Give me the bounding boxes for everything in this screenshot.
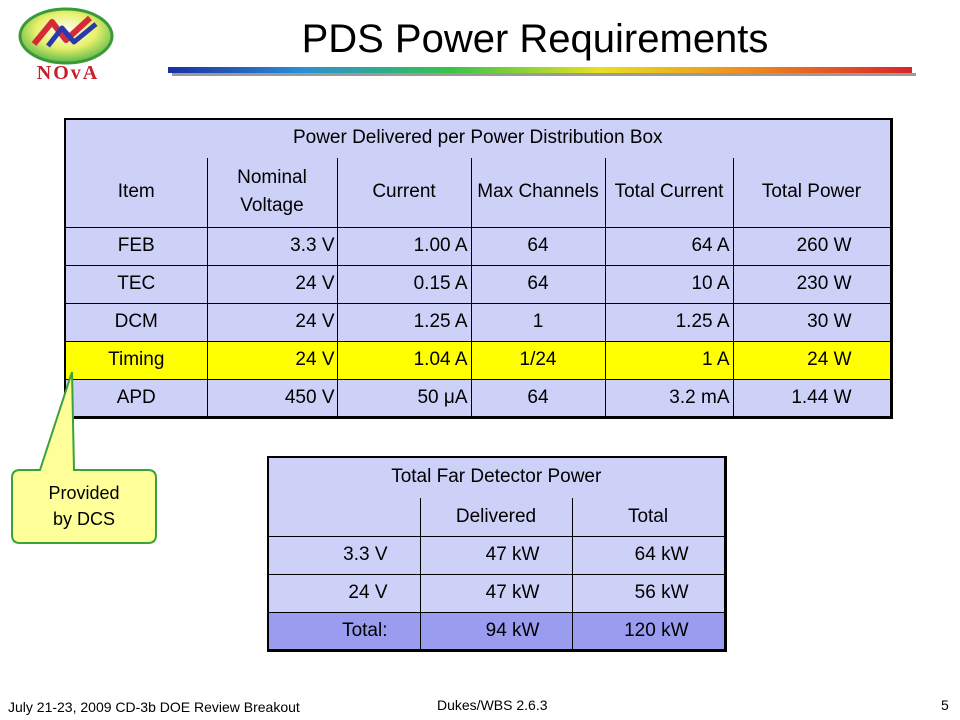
cell-total-power: 230 W bbox=[733, 265, 892, 304]
power-table: Power Delivered per Power Distribution B… bbox=[64, 118, 893, 419]
cell-voltage: 24 V bbox=[207, 303, 338, 342]
cell-current: 1.00 A bbox=[337, 227, 472, 266]
col-header-total-power: Total Power bbox=[733, 157, 892, 228]
cell-item: FEB bbox=[65, 227, 208, 266]
callout-line-1: Provided bbox=[48, 483, 120, 503]
col-header-current: Current bbox=[337, 157, 472, 228]
title-underline bbox=[168, 67, 912, 73]
table-row: DCM 24 V 1.25 A 1 1.25 A 30 W bbox=[65, 303, 892, 342]
cell-current: 0.15 A bbox=[337, 265, 472, 304]
callout-line-2: by DCS bbox=[52, 509, 115, 529]
cell-voltage: 24 V bbox=[207, 341, 338, 380]
table-row: FEB 3.3 V 1.00 A 64 64 A 260 W bbox=[65, 227, 892, 266]
cell-label: 24 V bbox=[268, 574, 421, 613]
cell-total-current: 1 A bbox=[605, 341, 734, 380]
cell-total-current: 10 A bbox=[605, 265, 734, 304]
cell-total-power: 260 W bbox=[733, 227, 892, 266]
cell-channels: 64 bbox=[471, 379, 606, 418]
cell-total: 56 kW bbox=[572, 574, 726, 613]
cell-item: TEC bbox=[65, 265, 208, 304]
cell-total-current: 3.2 mA bbox=[605, 379, 734, 418]
table-row: APD 450 V 50 μA 64 3.2 mA 1.44 W bbox=[65, 379, 892, 418]
cell-channels: 1 bbox=[471, 303, 606, 342]
cell-item: DCM bbox=[65, 303, 208, 342]
cell-channels: 64 bbox=[471, 265, 606, 304]
cell-delivered: 47 kW bbox=[420, 574, 573, 613]
title-underline-shadow bbox=[172, 73, 916, 76]
table-row: 3.3 V 47 kW 64 kW bbox=[268, 536, 726, 575]
cell-delivered: 47 kW bbox=[420, 536, 573, 575]
cell-channels: 1/24 bbox=[471, 341, 606, 380]
cell-current: 1.04 A bbox=[337, 341, 472, 380]
cell-total-power: 1.44 W bbox=[733, 379, 892, 418]
cell-total-total: 120 kW bbox=[572, 612, 726, 651]
table-row: 24 V 47 kW 56 kW bbox=[268, 574, 726, 613]
cell-total-label: Total: bbox=[268, 612, 421, 651]
col-header-delivered: Delivered bbox=[420, 497, 573, 537]
table-row: TEC 24 V 0.15 A 64 10 A 230 W bbox=[65, 265, 892, 304]
col-header-item: Item bbox=[65, 157, 208, 228]
table-row-highlighted: Timing 24 V 1.04 A 1/24 1 A 24 W bbox=[65, 341, 892, 380]
cell-voltage: 450 V bbox=[207, 379, 338, 418]
nova-logo: NOvA bbox=[18, 7, 114, 82]
footer-event: July 21-23, 2009 CD-3b DOE Review Breako… bbox=[8, 699, 300, 715]
col-header-total: Total bbox=[572, 497, 726, 537]
table-row-total: Total: 94 kW 120 kW bbox=[268, 612, 726, 651]
power-table-caption: Power Delivered per Power Distribution B… bbox=[65, 119, 892, 158]
cell-total-current: 1.25 A bbox=[605, 303, 734, 342]
cell-label: 3.3 V bbox=[268, 536, 421, 575]
cell-total-power: 24 W bbox=[733, 341, 892, 380]
cell-voltage: 3.3 V bbox=[207, 227, 338, 266]
cell-voltage: 24 V bbox=[207, 265, 338, 304]
cell-total-power: 30 W bbox=[733, 303, 892, 342]
cell-total-delivered: 94 kW bbox=[420, 612, 573, 651]
cell-current: 1.25 A bbox=[337, 303, 472, 342]
svg-text:NOvA: NOvA bbox=[37, 62, 99, 82]
page-number: 5 bbox=[941, 697, 949, 713]
far-detector-table: Total Far Detector Power Delivered Total… bbox=[267, 456, 727, 652]
col-header-channels: Max Channels bbox=[471, 157, 606, 228]
footer-author: Dukes/WBS 2.6.3 bbox=[437, 697, 548, 713]
cell-total-current: 64 A bbox=[605, 227, 734, 266]
slide-title: PDS Power Requirements bbox=[301, 17, 769, 61]
far-table-caption: Total Far Detector Power bbox=[268, 457, 726, 498]
cell-current: 50 μA bbox=[337, 379, 472, 418]
cell-item: APD bbox=[65, 379, 208, 418]
callout-text: Provided by DCS bbox=[14, 480, 154, 532]
col-header-voltage: Nominal Voltage bbox=[207, 157, 338, 228]
col-header-total-current: Total Current bbox=[605, 157, 734, 228]
cell-item: Timing bbox=[65, 341, 208, 380]
col-header-blank bbox=[268, 497, 421, 537]
cell-total: 64 kW bbox=[572, 536, 726, 575]
cell-channels: 64 bbox=[471, 227, 606, 266]
